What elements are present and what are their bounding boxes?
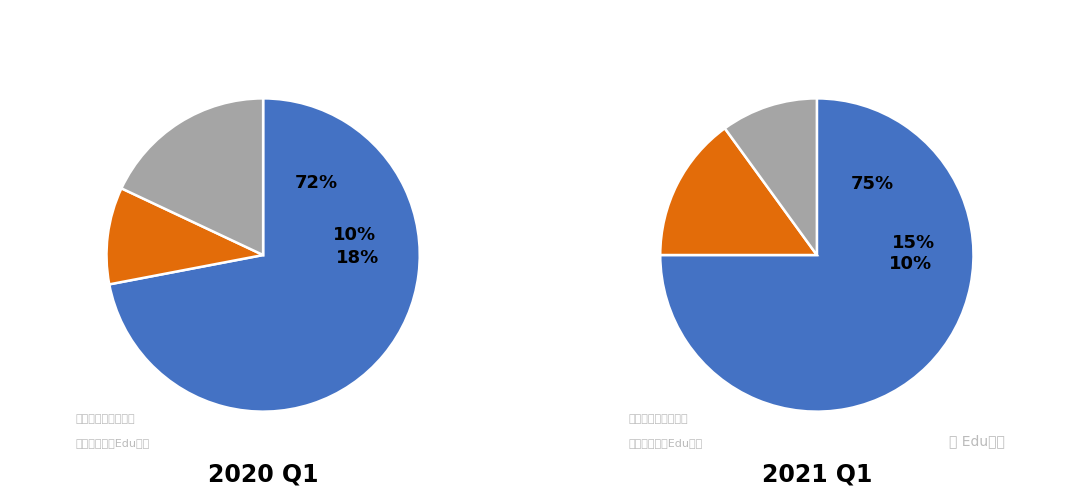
Text: 数据来源：公司财报: 数据来源：公司财报: [76, 413, 135, 423]
Wedge shape: [121, 99, 264, 256]
Text: 15%: 15%: [892, 234, 934, 252]
Text: 10%: 10%: [889, 255, 932, 273]
Wedge shape: [107, 189, 264, 285]
Text: 制图及整理：Edu指南: 制图及整理：Edu指南: [629, 437, 703, 447]
Wedge shape: [660, 129, 816, 256]
Text: 72%: 72%: [295, 173, 338, 191]
Text: 75%: 75%: [851, 175, 894, 192]
Text: 数据来源：公司财报: 数据来源：公司财报: [629, 413, 689, 423]
Wedge shape: [725, 99, 816, 256]
Text: 10%: 10%: [333, 225, 376, 243]
Text: 18%: 18%: [336, 248, 379, 266]
X-axis label: 2020 Q1: 2020 Q1: [207, 462, 319, 486]
Wedge shape: [109, 99, 420, 412]
Wedge shape: [660, 99, 973, 412]
Text: 🐶 Edu指南: 🐶 Edu指南: [949, 433, 1004, 447]
Text: 制图及整理：Edu指南: 制图及整理：Edu指南: [76, 437, 149, 447]
X-axis label: 2021 Q1: 2021 Q1: [761, 462, 872, 486]
